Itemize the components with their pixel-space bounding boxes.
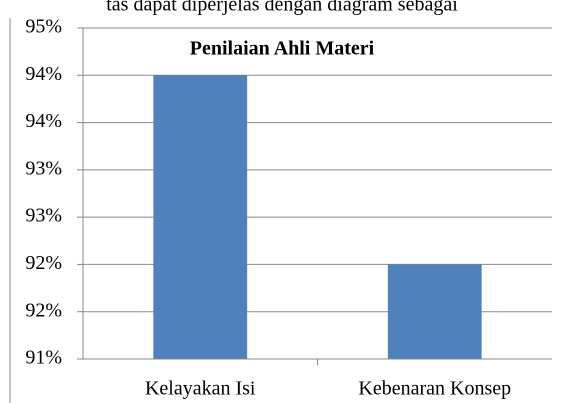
y-tick-label: 92% (25, 252, 62, 274)
y-tick-label: 95% (25, 16, 62, 38)
y-tick-label: 92% (25, 299, 62, 321)
bar (387, 264, 482, 359)
y-tick-label: 94% (25, 63, 62, 85)
y-tick-label: 94% (25, 110, 62, 132)
x-tick-label: Kebenaran Konsep (358, 378, 511, 400)
bar (153, 75, 248, 360)
y-tick-label: 93% (25, 205, 62, 227)
y-tick-label: 91% (25, 347, 62, 369)
chart-title: Penilaian Ahli Materi (190, 38, 375, 60)
y-tick-label: 93% (25, 157, 62, 179)
x-tick-label: Kelayakan Isi (145, 378, 256, 400)
header-text: tas dapat diperjelas dengan diagram seba… (106, 0, 458, 16)
